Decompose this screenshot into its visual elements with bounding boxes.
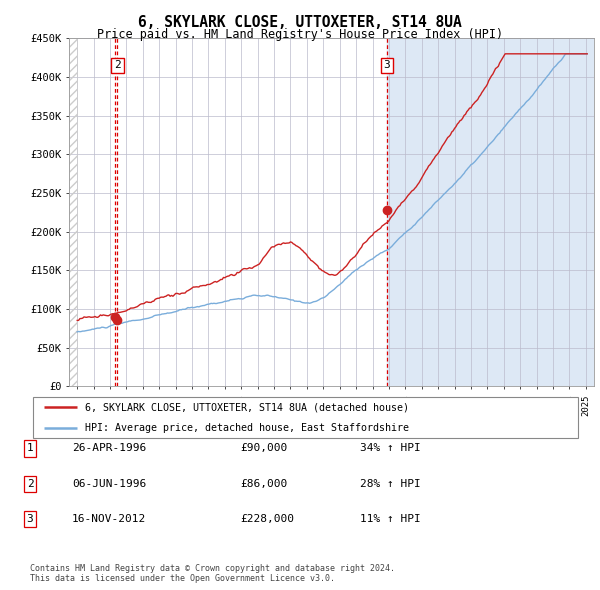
- Text: Contains HM Land Registry data © Crown copyright and database right 2024.
This d: Contains HM Land Registry data © Crown c…: [30, 563, 395, 583]
- FancyBboxPatch shape: [33, 397, 578, 438]
- Text: 1: 1: [26, 444, 34, 453]
- Bar: [69, 38, 77, 386]
- Text: 2: 2: [114, 60, 121, 70]
- Text: 28% ↑ HPI: 28% ↑ HPI: [360, 479, 421, 489]
- Bar: [69, 38, 77, 386]
- Text: 6, SKYLARK CLOSE, UTTOXETER, ST14 8UA (detached house): 6, SKYLARK CLOSE, UTTOXETER, ST14 8UA (d…: [85, 402, 409, 412]
- Bar: [387, 38, 594, 386]
- Text: 06-JUN-1996: 06-JUN-1996: [72, 479, 146, 489]
- Text: £90,000: £90,000: [240, 444, 287, 453]
- Text: 6, SKYLARK CLOSE, UTTOXETER, ST14 8UA: 6, SKYLARK CLOSE, UTTOXETER, ST14 8UA: [138, 15, 462, 30]
- Text: 11% ↑ HPI: 11% ↑ HPI: [360, 514, 421, 524]
- Text: 34% ↑ HPI: 34% ↑ HPI: [360, 444, 421, 453]
- Text: 2: 2: [26, 479, 34, 489]
- Text: Price paid vs. HM Land Registry's House Price Index (HPI): Price paid vs. HM Land Registry's House …: [97, 28, 503, 41]
- Text: 3: 3: [26, 514, 34, 524]
- Text: £86,000: £86,000: [240, 479, 287, 489]
- Text: 26-APR-1996: 26-APR-1996: [72, 444, 146, 453]
- Text: 3: 3: [383, 60, 391, 70]
- Text: HPI: Average price, detached house, East Staffordshire: HPI: Average price, detached house, East…: [85, 422, 409, 432]
- Text: 16-NOV-2012: 16-NOV-2012: [72, 514, 146, 524]
- Text: £228,000: £228,000: [240, 514, 294, 524]
